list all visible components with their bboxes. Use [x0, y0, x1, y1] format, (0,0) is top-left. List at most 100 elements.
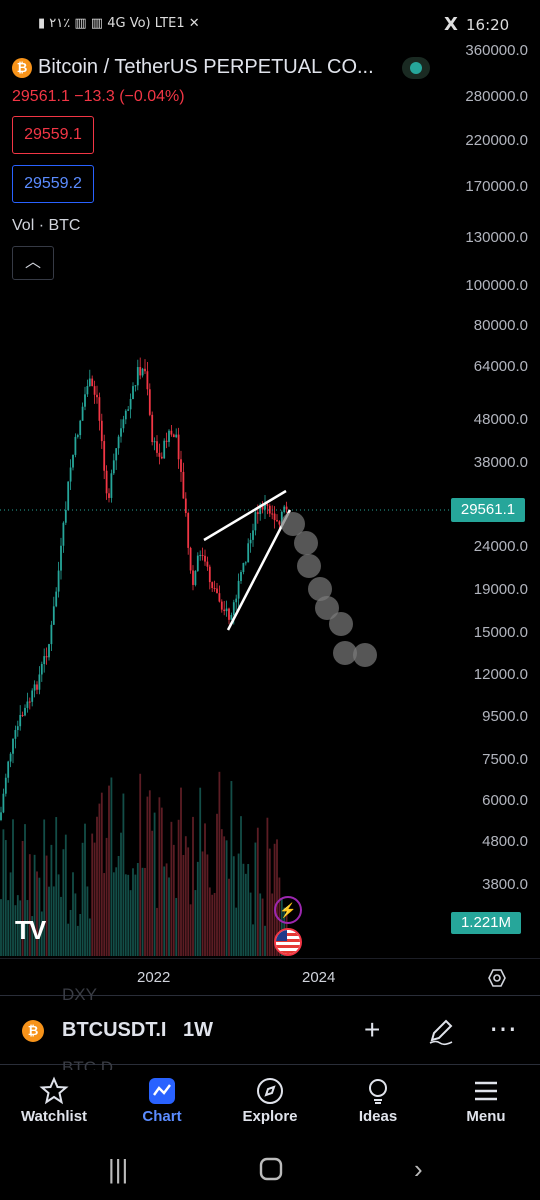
candle-body: [208, 566, 211, 583]
price-tick: 3800.0: [482, 876, 528, 893]
projection-circle[interactable]: [333, 641, 357, 665]
projection-circle[interactable]: [281, 512, 305, 536]
market-status-icon[interactable]: [402, 57, 430, 79]
nav-menu[interactable]: Menu: [432, 1070, 540, 1138]
chevron-up-icon[interactable]: ︿: [12, 246, 54, 280]
candle-body: [64, 510, 67, 523]
volume-bar: [127, 874, 130, 956]
price-axis[interactable]: 360000.0 280000.0 220000.0 170000.0 130000.0…: [0, 0, 540, 958]
price-tick: 38000.0: [473, 454, 528, 471]
volume-bar: [88, 918, 91, 956]
candle-body: [72, 454, 74, 468]
drawing-tool-icon[interactable]: [426, 1016, 456, 1053]
volume-bar: [45, 855, 48, 956]
candle-body: [280, 511, 283, 525]
candle-body: [242, 562, 245, 573]
lightning-icon[interactable]: ⚡: [274, 896, 302, 924]
volume-bar: [141, 867, 144, 956]
trendline-lower[interactable]: [226, 509, 292, 631]
volume-bar: [120, 832, 122, 956]
projection-circle[interactable]: [353, 643, 377, 667]
candle-body: [151, 414, 154, 443]
volume-bar: [28, 854, 31, 956]
candle-body: [120, 428, 122, 437]
symbol-title[interactable]: ₿ Bitcoin / TetherUS PERPETUAL CO...: [12, 56, 374, 79]
buy-button[interactable]: 29559.2: [12, 165, 94, 203]
symbol-name[interactable]: BTCUSDT.I: [62, 1019, 167, 1041]
projection-circle[interactable]: [297, 554, 321, 578]
more-options-icon[interactable]: ⋯: [489, 1013, 517, 1044]
candle-body: [16, 726, 19, 731]
candle-body: [187, 513, 190, 548]
candle-body: [261, 504, 264, 510]
candle-body: [180, 459, 182, 472]
trendline-upper[interactable]: [203, 489, 287, 542]
volume-bar: [220, 829, 223, 956]
time-axis[interactable]: 2022 2024: [0, 958, 540, 996]
volume-bar: [84, 823, 86, 956]
volume-bar: [244, 873, 247, 956]
price-chart[interactable]: [0, 0, 540, 958]
volume-bar: [204, 823, 206, 956]
recent-apps-icon[interactable]: |||: [108, 1154, 129, 1184]
candle-body: [48, 644, 50, 658]
nav-explore[interactable]: Explore: [216, 1070, 324, 1138]
candle-body: [165, 440, 168, 442]
price-tick: 360000.0: [465, 42, 528, 59]
sell-button[interactable]: 29559.1: [12, 116, 94, 154]
candle-body: [28, 701, 31, 703]
candle-body: [228, 608, 230, 620]
candle-body: [7, 761, 10, 778]
volume-bar: [160, 807, 163, 956]
volume-bar: [242, 863, 245, 956]
home-icon[interactable]: [258, 1156, 284, 1189]
projection-circle[interactable]: [308, 577, 332, 601]
projection-circle[interactable]: [294, 531, 318, 555]
symbol-ghost-above: DXY: [62, 985, 97, 1004]
candle-body: [38, 674, 41, 690]
volume-bar: [136, 863, 139, 956]
volume-bar: [96, 816, 98, 956]
volume-bar: [158, 797, 161, 956]
candle-body: [129, 398, 132, 410]
us-flag-icon[interactable]: [274, 928, 302, 956]
nav-chart[interactable]: Chart: [108, 1070, 216, 1138]
candle-body: [254, 512, 257, 531]
candle-body: [122, 419, 125, 429]
us-flag-graphic: [276, 930, 300, 954]
volume-bar: [180, 787, 182, 956]
candle-body: [45, 656, 48, 658]
nav-watchlist[interactable]: Watchlist: [0, 1070, 108, 1138]
timeframe-selector[interactable]: 1W: [183, 1019, 213, 1041]
star-graphic: [39, 1076, 69, 1105]
candle-body: [96, 394, 98, 398]
add-icon[interactable]: +: [364, 1014, 381, 1045]
price-tick: 64000.0: [473, 358, 528, 375]
candle-body: [103, 441, 106, 471]
volume-bar: [223, 836, 226, 956]
candle-body: [192, 570, 194, 585]
candle-body: [184, 498, 187, 514]
price-tick: 19000.0: [473, 581, 528, 598]
nav-ideas[interactable]: Ideas: [324, 1070, 432, 1138]
candle-body: [144, 368, 146, 372]
back-icon[interactable]: ›: [414, 1154, 423, 1184]
lightbulb-icon: [324, 1076, 432, 1108]
home-graphic: [259, 1157, 283, 1181]
price-tick: 24000.0: [473, 538, 528, 555]
volume-bar: [206, 854, 209, 956]
volume-bar: [26, 900, 29, 956]
volume-bar: [14, 905, 17, 956]
volume-bar: [40, 911, 43, 956]
chart-settings-icon[interactable]: [487, 968, 507, 988]
volume-indicator-label[interactable]: Vol · BTC: [12, 217, 81, 234]
candle-body: [2, 793, 5, 813]
candle-body: [36, 684, 38, 690]
projection-circle[interactable]: [315, 596, 339, 620]
volume-bar: [228, 878, 230, 956]
volume-bar: [2, 829, 5, 956]
projection-circle[interactable]: [329, 612, 353, 636]
volume-bar: [108, 785, 110, 956]
current-price-tag: 29561.1: [451, 498, 525, 522]
candle-body: [153, 441, 156, 443]
